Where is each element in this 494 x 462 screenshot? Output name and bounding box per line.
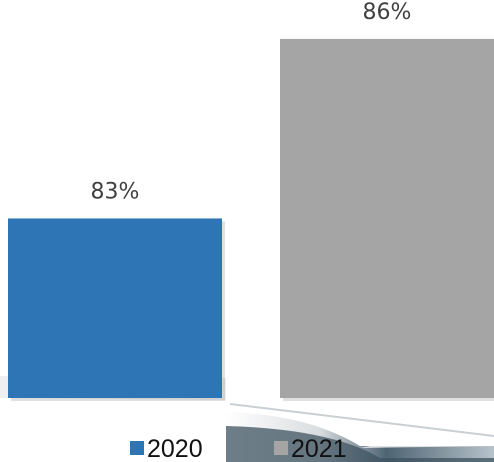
data-label-2020: 83% xyxy=(91,179,140,204)
bar-2020 xyxy=(8,218,222,398)
legend-swatch-2020 xyxy=(130,441,144,455)
legend: 2020 2021 xyxy=(130,435,347,462)
data-labels: 83% 86% xyxy=(91,0,412,204)
legend-label-2021: 2021 xyxy=(291,435,347,462)
legend-label-2020: 2020 xyxy=(147,435,203,462)
data-label-2021: 86% xyxy=(363,0,412,25)
bars xyxy=(8,38,494,402)
legend-swatch-2021 xyxy=(274,441,288,455)
bar-2021 xyxy=(280,38,494,399)
